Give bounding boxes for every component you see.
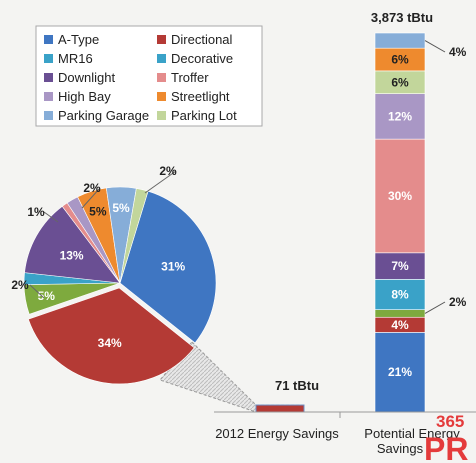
legend-label-decorative: Decorative bbox=[171, 51, 233, 66]
leader-line-decorative bbox=[29, 284, 45, 299]
bar-label-high-bay: 12% bbox=[388, 109, 412, 123]
legend-swatch-a-type bbox=[44, 35, 53, 44]
total-label-potential: 3,873 tBtu bbox=[371, 10, 433, 25]
legend-swatch-parking-lot bbox=[157, 111, 166, 120]
legend-swatch-high-bay bbox=[44, 92, 53, 101]
bar-label-downlight: 7% bbox=[391, 259, 409, 273]
leader-line-bar-mr16 bbox=[424, 301, 446, 314]
pie-label-downlight: 13% bbox=[60, 248, 84, 262]
pie-label-troffer: 1% bbox=[27, 205, 45, 219]
bar-segment-downlight bbox=[374, 252, 426, 280]
legend-swatch-streetlight bbox=[157, 92, 166, 101]
category-label-potential-line2: Savings bbox=[377, 441, 424, 456]
pie-label-a-type: 31% bbox=[161, 260, 185, 274]
watermark-logo: 365 PR bbox=[424, 412, 468, 463]
leader-line-parking-lot bbox=[144, 170, 177, 194]
bar-segment-mr16 bbox=[374, 309, 426, 318]
pie-to-bar-connector bbox=[159, 341, 305, 413]
legend-swatch-parking-garage bbox=[44, 111, 53, 120]
pie-label-streetlight: 5% bbox=[89, 204, 107, 218]
pie-label-parking-lot: 2% bbox=[159, 164, 177, 178]
legend-label-a-type: A-Type bbox=[58, 32, 99, 47]
bar-segment-a-type bbox=[374, 332, 426, 413]
legend-box bbox=[35, 25, 263, 127]
legend-swatch-downlight bbox=[44, 73, 53, 82]
bar-label-parking-garage: 4% bbox=[449, 45, 467, 59]
total-label-2012: 71 tBtu bbox=[275, 378, 319, 393]
legend-label-streetlight: Streetlight bbox=[171, 89, 230, 104]
legend-swatch-directional bbox=[157, 35, 166, 44]
legend-label-troffer: Troffer bbox=[171, 70, 209, 85]
pie-chart: 31% 34% 5% 2% 13% 1% 2% 5% 5% 2% bbox=[11, 164, 217, 385]
pie-label-directional: 34% bbox=[98, 336, 122, 350]
bar-label-troffer: 30% bbox=[388, 189, 412, 203]
pie-label-mr16: 5% bbox=[38, 289, 56, 303]
leader-line-high-bay bbox=[81, 187, 101, 209]
pie-label-high-bay: 2% bbox=[83, 181, 101, 195]
bar-segment-parking-garage bbox=[374, 32, 426, 49]
legend-label-mr16: MR16 bbox=[58, 51, 93, 66]
bar-label-parking-lot: 6% bbox=[391, 75, 409, 89]
legend-label-downlight: Downlight bbox=[58, 70, 115, 85]
bar-label-decorative: 8% bbox=[391, 288, 409, 302]
legend-label-directional: Directional bbox=[171, 32, 233, 47]
stacked-bar-chart: 21% 4% 2% 8% 7% 30% 12% 6% 6% 4% bbox=[255, 32, 467, 413]
pie-label-parking-garage: 5% bbox=[112, 201, 130, 215]
bar-segment-decorative bbox=[374, 279, 426, 310]
bar-label-a-type: 21% bbox=[388, 365, 412, 379]
pie-label-decorative: 2% bbox=[11, 278, 29, 292]
pie-slice-downlight bbox=[24, 205, 121, 284]
bar-label-mr16: 2% bbox=[449, 295, 467, 309]
legend-swatch-mr16 bbox=[44, 54, 53, 63]
bar-label-directional: 4% bbox=[391, 318, 409, 332]
legend-label-parking-garage: Parking Garage bbox=[58, 108, 149, 123]
category-label-potential-line1: Potential Energy bbox=[364, 426, 460, 441]
bar-2012-energy-savings bbox=[255, 404, 305, 413]
legend: A-Type Directional MR16 Decorative Downlight… bbox=[35, 25, 263, 127]
legend-label-high-bay: High Bay bbox=[58, 89, 111, 104]
leader-line-troffer bbox=[43, 211, 59, 223]
bar-label-streetlight: 6% bbox=[391, 53, 409, 67]
watermark-bottom: PR bbox=[424, 431, 468, 463]
watermark-top: 365 bbox=[436, 412, 464, 431]
bar-segment-high-bay bbox=[374, 93, 426, 140]
pie-slice-a-type bbox=[119, 190, 217, 344]
leader-line-bar-parking-garage bbox=[424, 40, 446, 53]
pie-slice-directional bbox=[27, 287, 195, 385]
legend-swatch-decorative bbox=[157, 54, 166, 63]
category-label-2012: 2012 Energy Savings bbox=[215, 426, 339, 441]
legend-label-parking-lot: Parking Lot bbox=[171, 108, 237, 123]
legend-swatch-troffer bbox=[157, 73, 166, 82]
